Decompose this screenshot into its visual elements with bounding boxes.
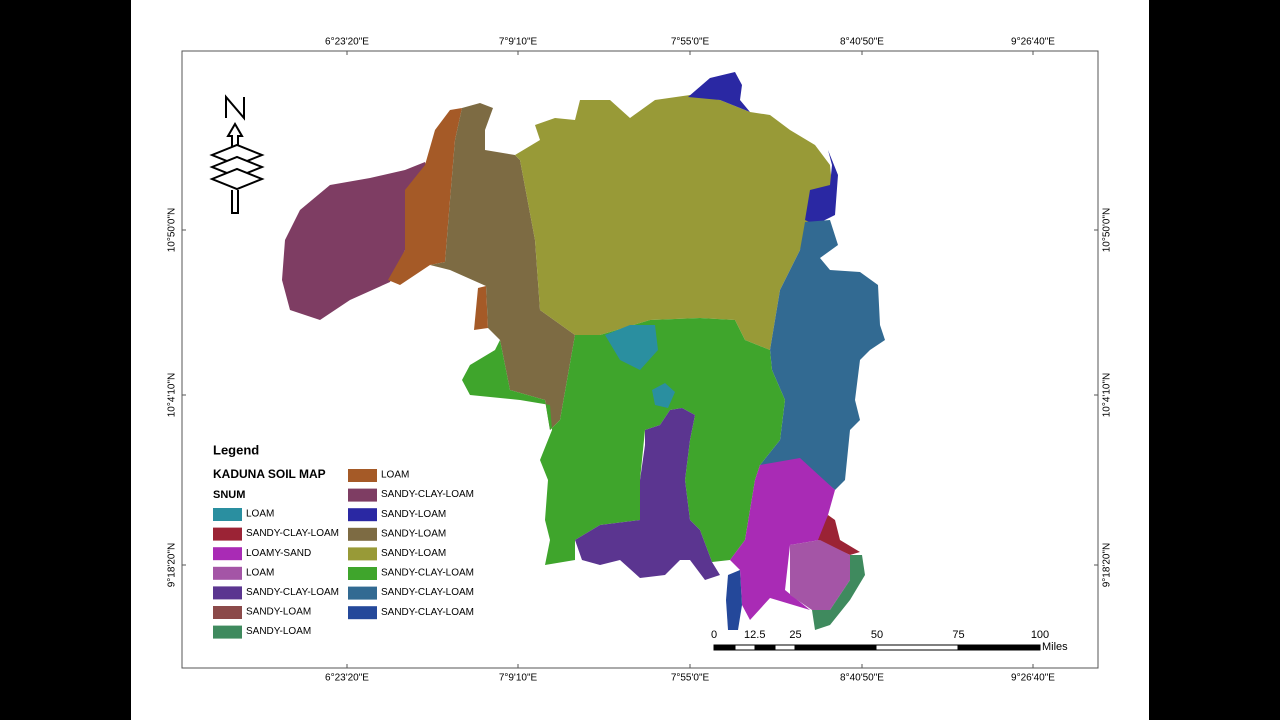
scale-segment bbox=[774, 644, 796, 651]
legend-swatch bbox=[213, 508, 242, 521]
compass-layer bbox=[209, 167, 265, 191]
map-frame bbox=[181, 50, 1099, 669]
latitude-label: 9°18'20"N bbox=[1102, 543, 1113, 588]
longitude-label: 7°55'0"E bbox=[671, 673, 710, 684]
legend-swatch bbox=[348, 469, 377, 482]
legend-label: SANDY-LOAM bbox=[381, 509, 446, 520]
soil-polygon bbox=[812, 555, 865, 630]
soil-polygon bbox=[726, 570, 742, 630]
soil-polygon bbox=[818, 515, 860, 555]
legend-swatch bbox=[213, 586, 242, 600]
soil-polygon bbox=[605, 325, 658, 370]
soil-polygon bbox=[388, 108, 462, 285]
legend-field: SNUM bbox=[213, 489, 245, 501]
soil-polygon bbox=[652, 383, 675, 408]
soil-polygon bbox=[790, 540, 850, 610]
scale-segment bbox=[713, 644, 736, 651]
longitude-label: 8°40'50"E bbox=[840, 673, 884, 684]
scale-label: 25 bbox=[789, 629, 801, 641]
legend-label: SANDY-CLAY-LOAM bbox=[246, 587, 339, 598]
legend-swatch bbox=[348, 508, 377, 522]
legend-layer: KADUNA SOIL MAP bbox=[213, 467, 326, 481]
legend-swatch bbox=[348, 547, 377, 561]
soil-polygon bbox=[805, 150, 838, 225]
legend-swatch bbox=[348, 527, 377, 541]
legend-label: LOAM bbox=[246, 509, 274, 520]
soil-polygon bbox=[730, 458, 835, 620]
soil-polygon bbox=[575, 408, 720, 580]
north-arrow bbox=[209, 94, 265, 214]
scale-label: 50 bbox=[871, 629, 883, 641]
longitude-label: 9°26'40"E bbox=[1011, 37, 1055, 48]
legend-label: LOAMY-SAND bbox=[246, 548, 311, 559]
legend-title: Legend bbox=[213, 442, 259, 457]
legend-swatch bbox=[213, 606, 242, 619]
soil-polygon bbox=[462, 318, 785, 565]
legend-label: SANDY-LOAM bbox=[381, 528, 446, 539]
scale-bar bbox=[713, 644, 1041, 651]
legend-label: LOAM bbox=[246, 567, 274, 578]
legend-swatch bbox=[348, 567, 377, 580]
latitude-label: 10°50'0"N bbox=[1102, 208, 1113, 253]
soil-polygon bbox=[282, 162, 430, 320]
scale-segment bbox=[734, 644, 756, 651]
soil-polygon bbox=[474, 286, 488, 330]
latitude-label: 10°4'10"N bbox=[1102, 373, 1113, 418]
legend-swatch bbox=[348, 586, 377, 600]
longitude-label: 7°55'0"E bbox=[671, 37, 710, 48]
soil-polygon bbox=[760, 220, 885, 490]
soil-polygon bbox=[688, 72, 750, 112]
legend-label: SANDY-CLAY-LOAM bbox=[246, 528, 339, 539]
latitude-label: 10°50'0"N bbox=[167, 208, 178, 253]
longitude-label: 6°23'20"E bbox=[325, 37, 369, 48]
legend-label: LOAM bbox=[381, 470, 409, 481]
longitude-label: 6°23'20"E bbox=[325, 673, 369, 684]
soil-polygon bbox=[515, 95, 832, 350]
scale-unit: Miles bbox=[1042, 641, 1068, 653]
latitude-label: 10°4'10"N bbox=[167, 373, 178, 418]
longitude-label: 9°26'40"E bbox=[1011, 673, 1055, 684]
legend-label: SANDY-CLAY-LOAM bbox=[381, 607, 474, 618]
arrow-tail bbox=[231, 190, 239, 214]
latitude-label: 9°18'20"N bbox=[167, 543, 178, 588]
scale-segment bbox=[754, 644, 776, 651]
legend-label: SANDY-LOAM bbox=[246, 626, 311, 637]
legend-swatch bbox=[213, 625, 242, 639]
legend-swatch bbox=[213, 566, 242, 580]
longitude-label: 8°40'50"E bbox=[840, 37, 884, 48]
legend-label: SANDY-CLAY-LOAM bbox=[381, 587, 474, 598]
legend-label: SANDY-CLAY-LOAM bbox=[381, 568, 474, 579]
legend-swatch bbox=[213, 527, 242, 541]
scale-segment bbox=[957, 644, 1041, 651]
legend-swatch bbox=[348, 606, 377, 620]
legend-label: SANDY-LOAM bbox=[246, 607, 311, 618]
scale-label: 0 bbox=[711, 629, 717, 641]
scale-segment bbox=[875, 644, 959, 651]
legend-swatch bbox=[213, 547, 242, 561]
scale-segment bbox=[794, 644, 877, 651]
soil-polygons bbox=[282, 72, 885, 630]
longitude-label: 7°9'10"E bbox=[499, 673, 538, 684]
soil-polygon bbox=[430, 103, 575, 430]
longitude-label: 7°9'10"E bbox=[499, 37, 538, 48]
north-letter bbox=[225, 94, 245, 121]
legend-label: SANDY-CLAY-LOAM bbox=[381, 489, 474, 500]
scale-label: 100 bbox=[1031, 629, 1049, 641]
scale-label: 12.5 bbox=[744, 629, 765, 641]
legend-swatch bbox=[348, 488, 377, 502]
scale-label: 75 bbox=[952, 629, 964, 641]
legend-label: SANDY-LOAM bbox=[381, 548, 446, 559]
